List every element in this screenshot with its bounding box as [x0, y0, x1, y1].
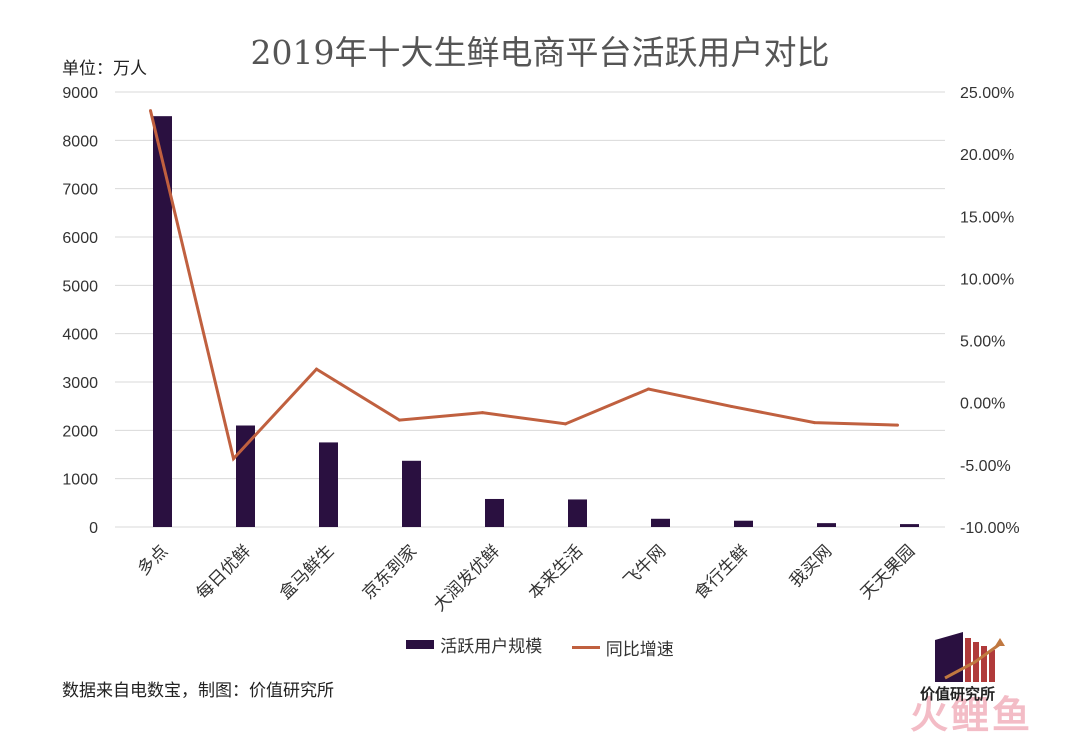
- legend: 活跃用户规模 同比增速: [0, 632, 1080, 660]
- chart-canvas: 0 1000 2000 3000 4000 5000 6000 7000 8000 9000 -1…: [62, 85, 1020, 616]
- line-point: [232, 457, 235, 461]
- line-point: [730, 404, 733, 408]
- legend-item-bar: 活跃用户规模: [406, 632, 542, 657]
- right-tick-label: 15.00%: [960, 209, 1014, 226]
- growth-line: [149, 110, 898, 462]
- chart-title: 2019年十大生鲜电商平台活跃用户对比: [250, 33, 830, 72]
- category-label: 飞牛网: [620, 541, 670, 591]
- left-tick-label: 2000: [62, 423, 98, 440]
- bar: [817, 523, 836, 527]
- bar: [485, 498, 504, 527]
- right-axis-ticks: -10.00% -5.00% 0.00% 5.00% 10.00% 15.00% 20.00…: [960, 85, 1020, 537]
- legend-item-line: 同比增速: [571, 635, 674, 660]
- line-point: [813, 421, 816, 425]
- line-point: [647, 387, 650, 391]
- right-tick-label: 5.00%: [960, 334, 1005, 351]
- right-tick-label: -10.00%: [960, 520, 1020, 537]
- category-label: 盒马鲜生: [276, 541, 338, 603]
- bar: [568, 499, 587, 527]
- category-label: 多点: [134, 541, 172, 579]
- right-tick-label: -5.00%: [960, 458, 1011, 475]
- legend-line-swatch: [571, 646, 600, 649]
- line-point: [564, 422, 567, 426]
- gridlines: [115, 91, 945, 528]
- category-labels: 多点 每日优鲜 盒马鲜生 京东到家 大润发优鲜 本来生活 飞牛网 食行生鲜 我买网 天天果园: [134, 541, 919, 615]
- left-tick-label: 9000: [62, 85, 98, 102]
- source-note: 数据来自电数宝，制图：价值研究所: [62, 681, 334, 701]
- line-point: [896, 423, 899, 427]
- category-label: 每日优鲜: [193, 541, 255, 603]
- bar: [319, 442, 338, 527]
- bar: [900, 524, 919, 527]
- bar: [153, 116, 172, 528]
- left-tick-label: 6000: [62, 230, 98, 247]
- right-tick-label: 10.00%: [960, 271, 1014, 288]
- bar: [734, 520, 753, 527]
- bar: [651, 518, 670, 527]
- category-label: 本来生活: [525, 541, 587, 603]
- line-point: [398, 418, 401, 422]
- right-tick-label: 20.00%: [960, 147, 1014, 164]
- left-tick-label: 4000: [62, 327, 98, 344]
- right-tick-label: 0.00%: [960, 396, 1005, 413]
- line-point: [315, 367, 318, 371]
- left-tick-label: 3000: [62, 375, 98, 392]
- line-point: [149, 109, 152, 113]
- left-tick-label: 5000: [62, 278, 98, 295]
- legend-bar-label: 活跃用户规模: [440, 637, 543, 657]
- category-label: 天天果园: [857, 541, 919, 603]
- legend-line-label: 同比增速: [605, 640, 674, 660]
- left-tick-label: 0: [89, 520, 98, 537]
- unit-label: 单位：万人: [62, 59, 147, 79]
- line-point: [481, 411, 484, 415]
- line-series: [149, 109, 899, 462]
- bar: [402, 460, 421, 527]
- left-tick-label: 8000: [62, 133, 98, 150]
- bar-series: [153, 116, 919, 528]
- watermark-org: 价值研究所: [920, 685, 996, 703]
- category-label: 食行生鲜: [691, 541, 753, 603]
- right-tick-label: 25.00%: [960, 85, 1014, 102]
- category-label: 大润发优鲜: [430, 541, 504, 615]
- category-label: 京东到家: [359, 541, 421, 603]
- watermark-logo-icon: [935, 632, 1005, 682]
- legend-bar-swatch: [406, 640, 435, 649]
- left-tick-label: 1000: [62, 472, 98, 489]
- category-label: 我买网: [786, 541, 836, 591]
- left-tick-label: 7000: [62, 182, 98, 199]
- left-axis-ticks: 0 1000 2000 3000 4000 5000 6000 7000 8000 9000: [62, 85, 98, 537]
